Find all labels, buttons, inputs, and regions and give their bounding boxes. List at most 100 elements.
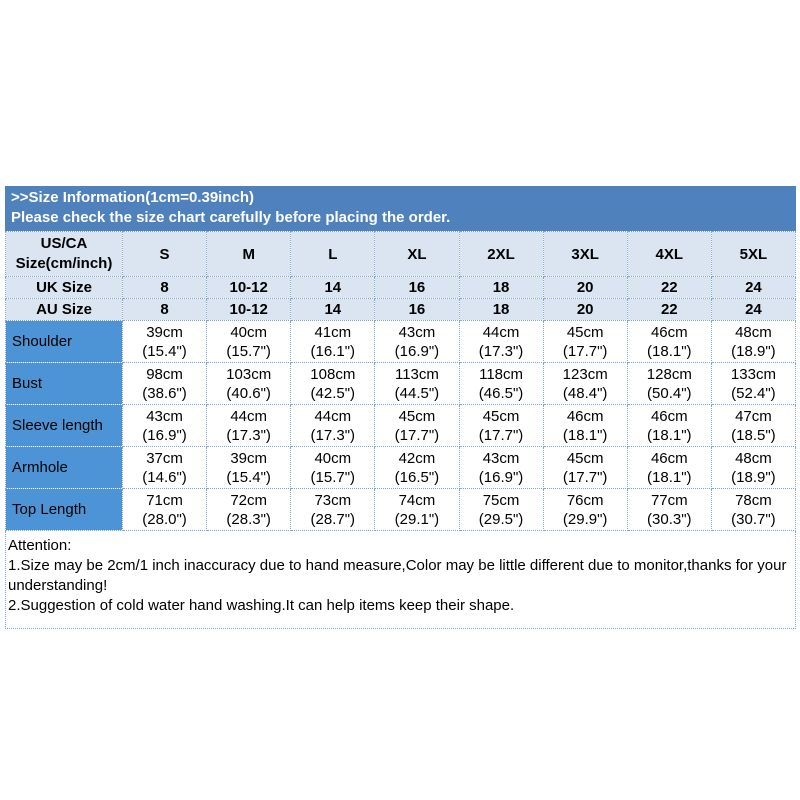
value-cm: 73cm <box>314 491 352 509</box>
size-table: US/CA Size(cm/inch) S M L XL 2XL 3XL 4XL… <box>5 231 797 531</box>
measurement-cell: 98cm (38.6") <box>121 362 208 405</box>
measurement-cell: 46cm (18.1") <box>626 446 712 489</box>
value-inch: (18.1") <box>647 342 692 360</box>
value-inch: (18.5") <box>731 426 776 444</box>
value-inch: (30.3") <box>647 510 692 528</box>
measurement-cell: 44cm (17.3") <box>458 320 544 363</box>
row-label-bust: Bust <box>5 362 123 405</box>
measurement-cell: 44cm (17.3") <box>206 404 292 447</box>
value-cm: 108cm <box>310 365 356 383</box>
value-cm: 76cm <box>566 491 604 509</box>
measurement-cell: 48cm (18.9") <box>710 446 797 489</box>
uk-size-cell: 16 <box>374 276 460 299</box>
value-cm: 48cm <box>735 449 772 467</box>
value-cm: 46cm <box>650 407 688 425</box>
measurement-cell: 45cm (17.7") <box>542 446 628 489</box>
value-cm: 72cm <box>230 491 268 509</box>
value-cm: 113cm <box>394 365 439 383</box>
measurement-cell: 43cm (16.9") <box>458 446 544 489</box>
size-header-row: US/CA Size(cm/inch) S M L XL 2XL 3XL 4XL… <box>5 231 797 277</box>
measurement-cell: 42cm (16.5") <box>374 446 460 489</box>
value-inch: (14.6") <box>142 468 187 486</box>
measurement-cell: 40cm (15.7") <box>290 446 376 489</box>
attention-title: Attention: <box>8 537 72 554</box>
attention-block: Attention: 1.Size may be 2cm/1 inch inac… <box>5 531 796 629</box>
value-cm: 44cm <box>482 323 520 341</box>
measurement-row-shoulder: Shoulder 39cm (15.4") 40cm (15.7") 41cm (16… <box>5 320 797 363</box>
value-cm: 103cm <box>226 365 272 383</box>
value-inch: (15.7") <box>226 342 271 360</box>
value-cm: 45cm <box>398 407 436 425</box>
banner-title: >>Size Information(1cm=0.39inch) <box>11 189 254 206</box>
value-cm: 45cm <box>566 449 604 467</box>
value-inch: (48.4") <box>562 384 608 402</box>
au-size-cell: 22 <box>626 298 712 321</box>
measurement-cell: 41cm (16.1") <box>290 320 376 363</box>
value-inch: (18.9") <box>731 468 776 486</box>
attention-line-2: 2.Suggestion of cold water hand washing.… <box>8 597 515 614</box>
value-cm: 42cm <box>398 449 436 467</box>
au-size-cell: 16 <box>374 298 460 321</box>
value-cm: 71cm <box>146 491 183 509</box>
value-inch: (30.7") <box>731 510 776 528</box>
row-label-shoulder: Shoulder <box>5 320 123 363</box>
measurement-cell: 123cm (48.4") <box>542 362 628 405</box>
value-cm: 46cm <box>566 407 604 425</box>
uk-size-cell: 14 <box>290 276 376 299</box>
value-inch: (15.4") <box>142 342 187 360</box>
measurement-cell: 39cm (15.4") <box>121 320 208 363</box>
value-cm: 46cm <box>650 323 688 341</box>
uk-size-cell: 8 <box>121 276 208 299</box>
corner-line2: Size(cm/inch) <box>15 255 113 272</box>
measurement-cell: 37cm (14.6") <box>121 446 208 489</box>
banner-subtitle: Please check the size chart carefully be… <box>11 209 451 226</box>
measurement-cell: 43cm (16.9") <box>121 404 208 447</box>
value-cm: 43cm <box>398 323 436 341</box>
value-inch: (28.7") <box>310 510 356 528</box>
value-cm: 45cm <box>566 323 604 341</box>
measurement-cell: 39cm (15.4") <box>206 446 292 489</box>
measurement-cell: 76cm (29.9") <box>542 488 628 531</box>
au-size-cell: 14 <box>290 298 376 321</box>
uk-size-label: UK Size <box>5 276 123 299</box>
au-size-row: AU Size 8 10-12 14 16 18 20 22 24 <box>5 298 797 321</box>
measurement-cell: 45cm (17.7") <box>374 404 460 447</box>
size-chart-content: >>Size Information(1cm=0.39inch) Please … <box>5 186 797 629</box>
measurement-cell: 73cm (28.7") <box>290 488 376 531</box>
measurement-cell: 77cm (30.3") <box>626 488 712 531</box>
size-header-cell: S <box>121 231 208 277</box>
size-header-cell: M <box>206 231 292 277</box>
uk-size-cell: 22 <box>626 276 712 299</box>
value-inch: (18.1") <box>647 426 692 444</box>
value-inch: (29.1") <box>394 510 440 528</box>
value-cm: 46cm <box>650 449 688 467</box>
measurement-cell: 71cm (28.0") <box>121 488 208 531</box>
measurement-cell: 46cm (18.1") <box>626 320 712 363</box>
measurement-cell: 133cm (52.4") <box>710 362 797 405</box>
value-inch: (15.7") <box>310 468 356 486</box>
measurement-row-top-length: Top Length 71cm (28.0") 72cm (28.3") 73cm(… <box>5 488 797 531</box>
value-inch: (38.6") <box>142 384 187 402</box>
value-cm: 43cm <box>146 407 183 425</box>
corner-line1: US/CA <box>40 235 88 252</box>
measurement-cell: 45cm (17.7") <box>542 320 628 363</box>
measurement-cell: 72cm (28.3") <box>206 488 292 531</box>
measurement-cell: 48cm (18.9") <box>710 320 797 363</box>
value-cm: 118cm <box>479 365 524 383</box>
measurement-row-armhole: Armhole 37cm (14.6") 39cm (15.4") 40cm (15.… <box>5 446 797 489</box>
value-inch: (17.3") <box>478 342 524 360</box>
measurement-cell: 44cm (17.3") <box>290 404 376 447</box>
value-inch: (40.6") <box>226 384 271 402</box>
measurement-cell: 47cm (18.5") <box>710 404 797 447</box>
value-inch: (18.1") <box>562 426 608 444</box>
au-size-cell: 20 <box>542 298 628 321</box>
value-cm: 78cm <box>735 491 772 509</box>
value-inch: (46.5") <box>478 384 524 402</box>
measurement-cell: 75cm (29.5") <box>458 488 544 531</box>
value-inch: (16.1") <box>310 342 356 360</box>
measurement-cell: 103cm (40.6") <box>206 362 292 405</box>
size-header-cell: L <box>290 231 376 277</box>
value-inch: (17.7") <box>562 468 608 486</box>
uk-size-cell: 10-12 <box>206 276 292 299</box>
